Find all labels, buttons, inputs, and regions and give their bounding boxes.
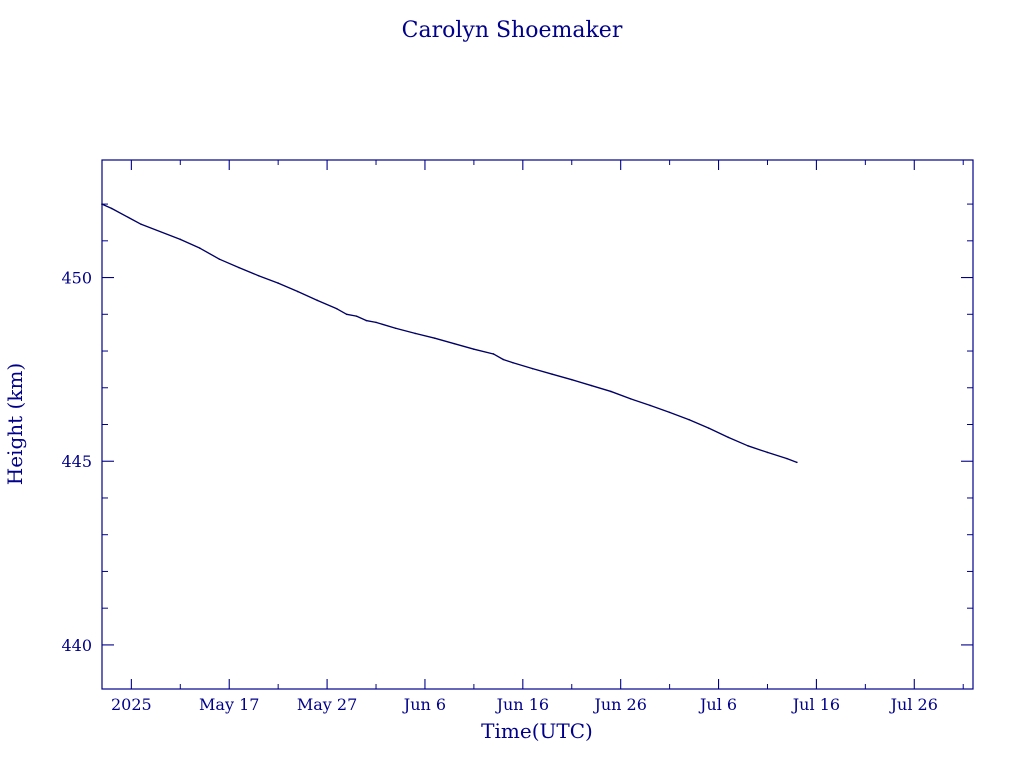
- height-data-point-0-0: [101, 203, 103, 205]
- height-data-point-0-10: [316, 299, 319, 302]
- y-tick-label-1: 445: [61, 452, 92, 471]
- series-layer: [101, 203, 798, 464]
- x-tick-label-2: May 27: [297, 695, 357, 714]
- height-data-point-0-28: [610, 390, 612, 393]
- height-data-point-0-32: [688, 418, 690, 421]
- height-data-point-0-2: [140, 223, 142, 226]
- x-axis: 2025 May 17 May 27 Jun 6 Jun 16 Jun 26 Jul 6 Ju…: [111, 160, 964, 714]
- height-data-point-0-25: [551, 373, 553, 375]
- height-data-point-0-18: [433, 337, 436, 339]
- height-data-point-0-21: [492, 353, 495, 355]
- height-data-point-0-35: [747, 445, 749, 447]
- height-data-point-0-9: [296, 290, 299, 293]
- x-tick-label-8: Jul 26: [889, 695, 938, 714]
- height-data-point-0-24: [531, 367, 534, 370]
- height-data-point-0-22: [502, 358, 505, 361]
- height-data-point-0-14: [365, 319, 368, 322]
- height-data-point-0-6: [238, 266, 240, 269]
- height-data-point-0-37: [786, 457, 788, 460]
- height-data-point-0-31: [668, 411, 671, 414]
- height-data-point-0-5: [218, 258, 221, 260]
- height-data-point-0-19: [453, 342, 456, 345]
- x-tick-label-4: Jun 16: [495, 695, 549, 714]
- height-data-point-0-27: [590, 384, 593, 387]
- y-axis-label: Height (km): [3, 363, 27, 485]
- height-data-point-0-38: [796, 461, 798, 464]
- x-tick-label-5: Jun 26: [592, 695, 646, 714]
- height-data-point-0-17: [414, 332, 416, 335]
- y-tick-label-2: 450: [61, 269, 92, 288]
- height-data-point-0-26: [570, 378, 573, 381]
- x-tick-label-0: 2025: [111, 695, 152, 714]
- height-data-point-0-13: [355, 315, 358, 317]
- x-tick-label-7: Jul 16: [791, 695, 840, 714]
- height-data-point-0-4: [199, 247, 201, 249]
- height-data-point-0-16: [394, 327, 397, 330]
- height-data-point-0-15: [375, 321, 377, 324]
- height-data-point-0-8: [277, 282, 279, 284]
- height-data-point-0-29: [629, 397, 632, 400]
- height-data-point-0-30: [649, 404, 651, 407]
- y-axis: 440 445 450: [61, 203, 973, 655]
- height-data-point-0-1: [110, 207, 113, 210]
- chart-title: Carolyn Shoemaker: [402, 18, 623, 43]
- height-data-point-0-7: [257, 274, 260, 277]
- x-tick-label-1: May 17: [199, 695, 259, 714]
- height-data-point-0-3: [179, 238, 182, 241]
- height-data-point-0-20: [473, 348, 475, 350]
- height-data-point-0-33: [707, 427, 710, 429]
- height-data-point-0-36: [766, 451, 769, 454]
- height-data-point-0-12: [345, 313, 348, 316]
- y-tick-label-0: 440: [61, 636, 92, 655]
- x-axis-label: Time(UTC): [481, 719, 593, 743]
- height-data-point-0-11: [336, 307, 338, 310]
- x-tick-label-3: Jun 6: [402, 695, 446, 714]
- height-data-point-0-34: [727, 436, 730, 439]
- height-data-point-0-23: [512, 361, 514, 364]
- x-tick-label-6: Jul 6: [698, 695, 737, 714]
